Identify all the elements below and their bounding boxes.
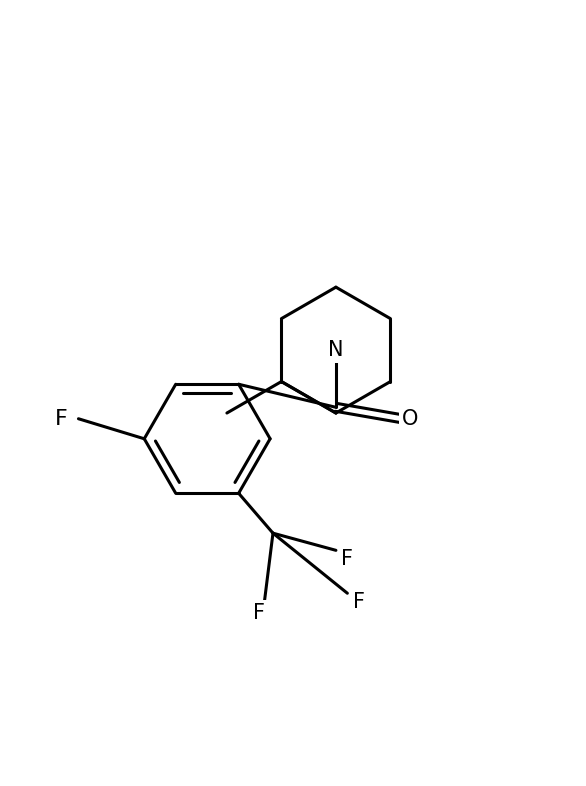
Text: F: F [353,592,365,612]
Text: F: F [253,604,265,623]
Text: N: N [328,340,343,360]
Text: F: F [342,549,353,569]
Text: O: O [402,409,418,428]
Text: F: F [55,409,67,428]
